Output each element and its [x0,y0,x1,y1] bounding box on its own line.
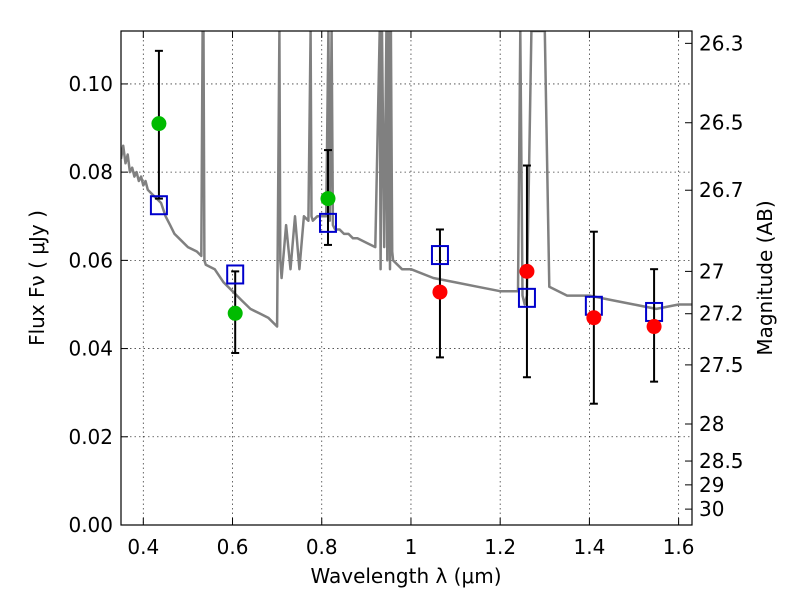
model-flux-square-marker [517,287,536,308]
model-flux-square-marker [318,212,337,233]
x-tick-label: 0.4 [127,535,159,559]
observed-flux-marker [227,305,243,321]
y-axis-label: Flux Fν ( μJy ) [25,210,49,346]
y2-axis-label: Magnitude (AB) [753,200,777,355]
y2-tick-label: 28 [699,412,724,436]
model-spectrum-line [121,31,692,328]
plot-frame [120,30,693,526]
x-tick-label: 0.8 [306,535,338,559]
y2-tick-label: 26.5 [699,111,744,135]
y2-tick-label: 28.5 [699,449,744,473]
observed-flux-marker [151,116,167,132]
model-flux-square-marker [226,264,245,285]
x-tick-label: 1.2 [484,535,516,559]
y2-tick-label: 27 [699,259,724,283]
y2-tick-label: 29 [699,473,724,497]
plot-area [121,31,692,405]
observed-flux-marker [586,310,602,326]
y-tick-label: 0.10 [68,72,113,96]
y2-tick-label: 30 [699,497,724,521]
observed-flux-marker [646,319,662,335]
x-axis-label: Wavelength λ (μm) [310,564,501,588]
x-tick-label: 1 [405,535,418,559]
model-flux-square-marker [430,245,449,266]
y2-tick-label: 26.3 [699,31,744,55]
y2-tick-label: 27.5 [699,353,744,377]
observed-flux-marker [432,284,448,300]
y2-tick-label: 27.2 [699,302,744,326]
model-flux-square-marker [149,195,168,216]
y-tick-label: 0.08 [68,160,113,184]
y-tick-label: 0.00 [68,513,113,537]
observed-flux-marker [320,191,336,207]
axes: 0.4 0.6 0.8 1 1.2 1.4 1.6 0.00 0.02 0.04 0.06 0.08 0… [68,31,744,559]
y-tick-label: 0.02 [68,425,113,449]
y2-tick-label: 26.7 [699,178,744,202]
y-tick-label: 0.04 [68,337,113,361]
grid [121,31,692,526]
x-tick-label: 0.6 [217,535,249,559]
observed-flux-marker [519,263,535,279]
x-tick-label: 1.6 [663,535,695,559]
x-tick-label: 1.4 [573,535,605,559]
y-tick-label: 0.06 [68,248,113,272]
